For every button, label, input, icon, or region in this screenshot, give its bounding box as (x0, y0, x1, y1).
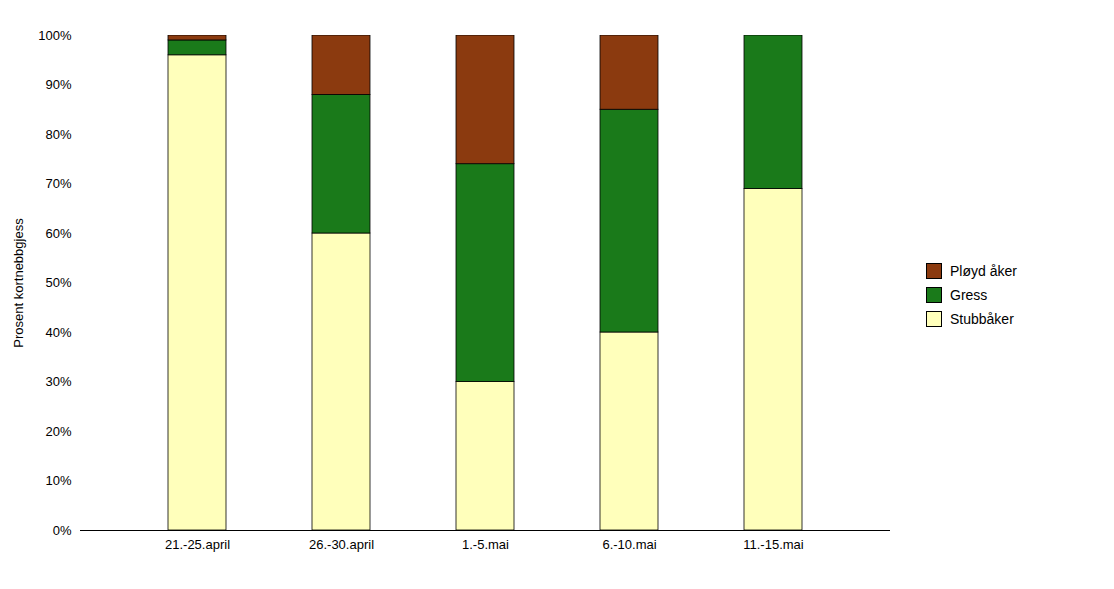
svg-text:21.-25.april: 21.-25.april (165, 536, 230, 551)
svg-text:1.-5.mai: 1.-5.mai (462, 536, 509, 551)
html-text:Stubbåker: Stubbåker (950, 310, 1014, 327)
html-text:Pløyd åker: Pløyd åker (950, 262, 1017, 279)
svg-text:90%: 90% (45, 77, 71, 92)
svg-text:60%: 60% (45, 225, 71, 240)
svg-text:Prosent kortnebbgjess: Prosent kortnebbgjess (11, 217, 26, 347)
html-text:Gress: Gress (950, 286, 988, 303)
svg-text:70%: 70% (45, 176, 71, 191)
svg-text:100%: 100% (38, 27, 72, 42)
svg-text:80%: 80% (45, 126, 71, 141)
svg-text:11.-15.mai: 11.-15.mai (743, 536, 804, 551)
svg-text:30%: 30% (45, 374, 71, 389)
svg-text:20%: 20% (45, 423, 71, 438)
svg-text:26.-30.april: 26.-30.april (309, 536, 374, 551)
svg-text:0%: 0% (53, 522, 72, 537)
svg-text:50%: 50% (45, 275, 71, 290)
svg-text:10%: 10% (45, 473, 71, 488)
svg-text:6.-10.mai: 6.-10.mai (602, 536, 656, 551)
svg-text:40%: 40% (45, 324, 71, 339)
